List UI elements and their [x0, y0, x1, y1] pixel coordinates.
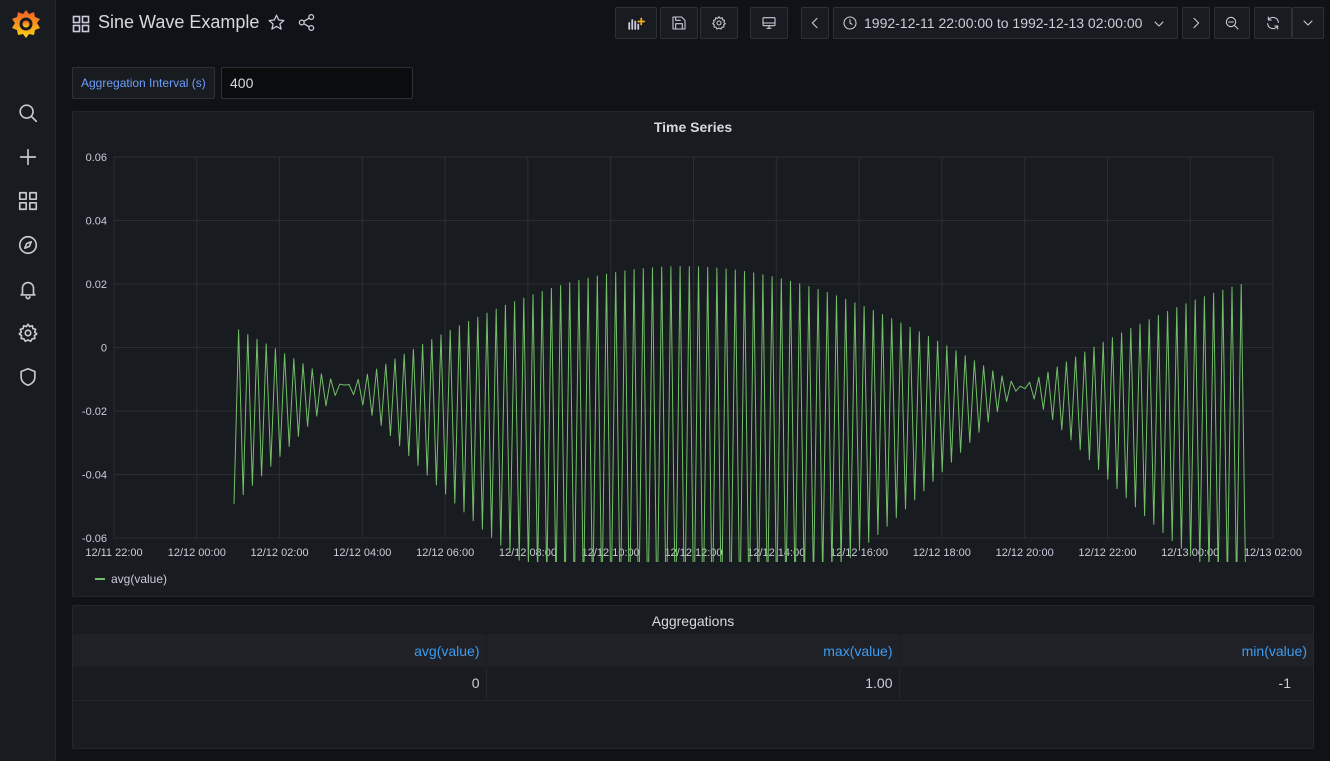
chevron-down-icon: [1303, 20, 1313, 26]
column-header-max[interactable]: max(value): [486, 634, 900, 667]
x-tick-label: 12/12 22:00: [1078, 547, 1136, 559]
chart-grid: [113, 156, 1274, 539]
compass-explore-icon[interactable]: [14, 231, 42, 259]
y-tick-label: 0.06: [86, 152, 107, 164]
cell-max-value: 1.00: [486, 667, 900, 701]
chevron-down-icon: [1154, 21, 1164, 27]
time-forward-button[interactable]: [1182, 7, 1210, 39]
refresh-interval-dropdown[interactable]: [1292, 7, 1324, 39]
plus-icon[interactable]: [14, 143, 42, 171]
aggregation-interval-input[interactable]: [221, 67, 413, 99]
x-tick-label: 12/12 06:00: [416, 547, 474, 559]
plot-border: [113, 156, 1274, 539]
x-axis-ticks: 12/11 22:00 12/12 00:00 12/12 02:00 12/12 0…: [85, 547, 1302, 559]
sidebar: [0, 0, 56, 761]
dashboard-grid-icon: [72, 15, 90, 33]
aggregations-table: avg(value) max(value) min(value) 0 1.00 …: [73, 634, 1313, 701]
time-range-picker[interactable]: 1992-12-11 22:00:00 to 1992-12-13 02:00:…: [833, 7, 1178, 39]
time-series-chart[interactable]: 0.06 0.04 0.02 0 -0.02 -0.04 -0.06 12/11 22:00…: [73, 112, 1313, 562]
y-tick-label: -0.04: [82, 470, 107, 482]
aggregations-panel-title[interactable]: Aggregations: [651, 613, 735, 629]
grafana-logo-icon[interactable]: [10, 8, 42, 40]
shield-icon[interactable]: [14, 363, 42, 391]
x-tick-label: 12/12 02:00: [251, 547, 309, 559]
tv-mode-button[interactable]: [750, 7, 788, 39]
x-tick-label: 12/12 16:00: [830, 547, 888, 559]
table-row: 0 1.00 -1: [73, 667, 1313, 701]
x-tick-label: 12/12 12:00: [664, 547, 722, 559]
save-button[interactable]: [660, 7, 698, 39]
y-tick-label: 0.02: [86, 279, 107, 291]
table-header-row: avg(value) max(value) min(value): [73, 634, 1313, 667]
time-range-label: 1992-12-11 22:00:00 to 1992-12-13 02:00:…: [864, 15, 1143, 31]
aggregation-interval-label: Aggregation Interval (s): [72, 67, 215, 99]
time-series-panel-title[interactable]: Time Series: [653, 119, 733, 135]
time-back-button[interactable]: [801, 7, 829, 39]
y-tick-label: -0.06: [82, 533, 107, 545]
y-tick-label: -0.02: [82, 406, 107, 418]
legend-swatch: [95, 578, 105, 580]
dashboards-icon[interactable]: [14, 187, 42, 215]
time-series-panel: Time Series 0.06 0.04 0.02 0 -0.02 -0.04 -0.06…: [72, 111, 1314, 597]
refresh-button[interactable]: [1254, 7, 1292, 39]
cell-min-value: -1: [899, 667, 1313, 701]
y-tick-label: 0.04: [86, 216, 107, 228]
x-tick-label: 12/12 20:00: [996, 547, 1054, 559]
search-icon[interactable]: [14, 99, 42, 127]
aggregations-panel: Aggregations avg(value) max(value) min(v…: [72, 605, 1314, 749]
legend-item-avg-value[interactable]: avg(value): [95, 572, 167, 586]
y-tick-label: 0: [101, 343, 107, 355]
zoom-out-button[interactable]: [1214, 7, 1250, 39]
legend-label: avg(value): [111, 572, 168, 586]
series-line-avg-value[interactable]: [233, 266, 1246, 563]
bell-alerting-icon[interactable]: [14, 275, 42, 303]
y-axis-ticks: 0.06 0.04 0.02 0 -0.02 -0.04 -0.06: [82, 152, 107, 545]
x-tick-label: 12/12 00:00: [168, 547, 226, 559]
x-tick-label: 12/11 22:00: [85, 547, 142, 559]
star-icon[interactable]: [267, 13, 287, 33]
share-icon[interactable]: [297, 13, 317, 33]
column-header-min[interactable]: min(value): [899, 634, 1313, 667]
x-tick-label: 12/12 18:00: [913, 547, 971, 559]
gear-icon[interactable]: [14, 319, 42, 347]
clock-icon: [843, 16, 857, 30]
x-tick-label: 12/12 04:00: [333, 547, 391, 559]
cell-avg-value: 0: [73, 667, 487, 701]
column-header-avg[interactable]: avg(value): [73, 634, 487, 667]
settings-button[interactable]: [700, 7, 738, 39]
top-navbar: Sine Wave Example 1992-12-11 22:00:00 to…: [56, 0, 1330, 48]
dashboard-title[interactable]: Sine Wave Example: [98, 12, 260, 32]
add-panel-button[interactable]: [615, 7, 657, 39]
x-tick-label: 12/13 02:00: [1244, 547, 1302, 559]
